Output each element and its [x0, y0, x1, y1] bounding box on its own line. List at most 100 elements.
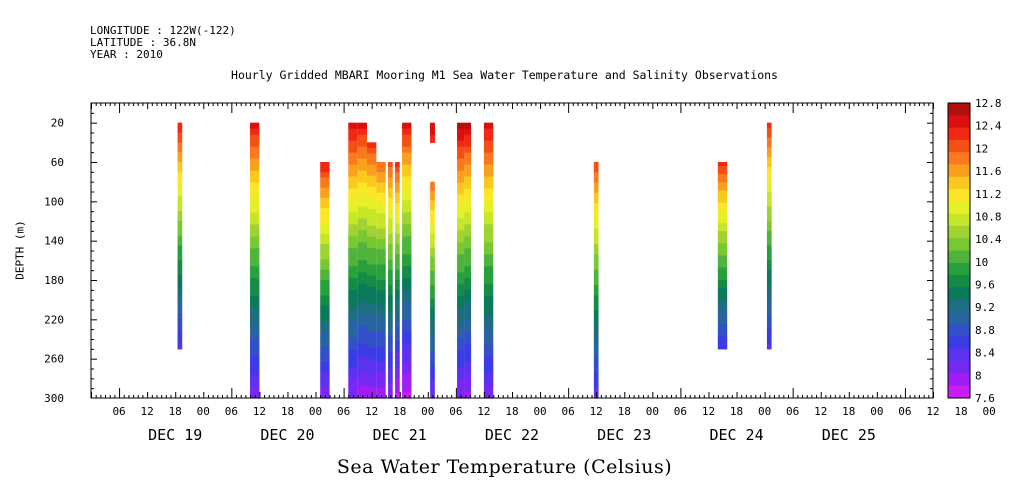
data-cell	[250, 266, 260, 273]
data-cell	[593, 362, 599, 368]
data-cell	[464, 380, 472, 387]
data-cell	[430, 322, 435, 329]
data-cell	[320, 387, 330, 394]
data-cell	[457, 134, 465, 142]
data-cell	[593, 280, 599, 286]
data-cell	[357, 134, 367, 142]
x-hour-label: 00	[983, 405, 996, 418]
data-cell	[464, 344, 472, 351]
data-cell	[483, 332, 494, 339]
data-cell	[376, 346, 386, 353]
data-cell	[320, 264, 330, 271]
data-cell	[402, 176, 412, 184]
data-cell	[388, 269, 393, 276]
data-cell	[366, 353, 377, 360]
data-cell	[483, 368, 494, 375]
data-cell	[348, 320, 358, 327]
colorbar-swatch	[948, 176, 970, 190]
data-cell	[357, 164, 367, 172]
data-cell	[402, 332, 412, 339]
data-cell	[357, 128, 367, 136]
data-column	[320, 162, 330, 399]
data-cell	[388, 387, 393, 394]
data-cell	[320, 300, 330, 307]
data-cell	[395, 377, 400, 384]
x-hour-label: 18	[730, 405, 743, 418]
data-cell	[717, 162, 728, 167]
data-cell	[177, 211, 183, 217]
data-cell	[464, 272, 472, 279]
data-cell	[357, 362, 367, 369]
data-cell	[177, 235, 183, 242]
data-cell	[766, 147, 772, 153]
data-cell	[366, 325, 377, 332]
data-cell	[320, 310, 330, 317]
data-cell	[395, 254, 400, 261]
data-cell	[177, 122, 183, 129]
data-cell	[348, 368, 358, 375]
data-cell	[376, 249, 386, 255]
data-cell	[177, 294, 183, 301]
data-cell	[388, 187, 393, 194]
data-cell	[430, 271, 435, 277]
data-cell	[483, 212, 494, 220]
data-cell	[593, 203, 599, 209]
data-cell	[388, 321, 393, 327]
data-cell	[388, 208, 393, 214]
data-cell	[457, 350, 465, 357]
data-cell	[430, 242, 435, 249]
data-cell	[717, 267, 728, 273]
data-cell	[357, 350, 367, 357]
data-cell	[766, 280, 772, 286]
data-cell	[717, 174, 728, 179]
data-cell	[464, 194, 472, 202]
data-cell	[464, 356, 472, 363]
data-cell	[250, 392, 260, 399]
data-cell	[483, 206, 494, 214]
data-cell	[320, 367, 330, 373]
data-column	[177, 122, 183, 350]
data-cell	[457, 242, 465, 249]
data-cell	[357, 158, 367, 166]
data-cell	[395, 177, 400, 184]
data-cell	[366, 297, 377, 305]
data-cell	[348, 344, 358, 351]
data-cell	[376, 285, 386, 291]
data-cell	[388, 162, 393, 168]
data-cell	[766, 265, 772, 271]
data-cell	[320, 167, 330, 173]
data-cell	[366, 286, 377, 293]
colorbar-swatch	[948, 373, 970, 387]
data-cell	[366, 381, 377, 388]
data-cell	[320, 346, 330, 353]
data-cell	[250, 158, 260, 166]
data-cell	[250, 176, 260, 184]
data-cell	[457, 224, 465, 232]
data-cell	[388, 192, 393, 199]
colorbar-label: 8.4	[975, 347, 995, 360]
data-cell	[320, 331, 330, 338]
x-hour-label: 18	[505, 405, 518, 418]
data-cell	[402, 314, 412, 321]
data-cell	[366, 309, 377, 316]
data-cell	[464, 146, 472, 154]
data-cell	[430, 275, 435, 282]
data-cell	[457, 320, 465, 327]
data-cell	[177, 314, 183, 320]
data-cell	[395, 315, 400, 322]
data-cell	[348, 176, 358, 184]
data-cell	[464, 278, 472, 285]
data-cell	[376, 367, 386, 373]
data-cell	[320, 223, 330, 230]
data-cell	[483, 176, 494, 184]
data-cell	[348, 200, 358, 208]
x-hour-label: 06	[562, 405, 575, 418]
data-cell	[376, 218, 386, 225]
colorbar-swatch	[948, 201, 970, 215]
data-cell	[593, 167, 599, 173]
data-cell	[717, 194, 728, 200]
data-cell	[366, 336, 377, 344]
data-cell	[395, 285, 400, 291]
data-cell	[457, 302, 465, 309]
x-hour-label: 12	[365, 405, 378, 418]
